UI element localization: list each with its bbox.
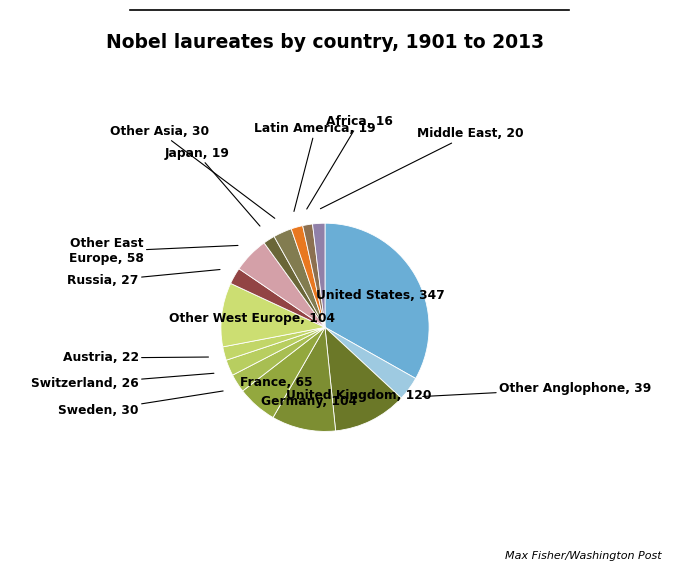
- Text: United States, 347: United States, 347: [316, 289, 445, 302]
- Wedge shape: [303, 224, 325, 327]
- Text: Max Fisher/Washington Post: Max Fisher/Washington Post: [505, 552, 662, 562]
- Text: Austria, 22: Austria, 22: [63, 352, 209, 365]
- Wedge shape: [239, 243, 325, 327]
- Text: Africa, 16: Africa, 16: [307, 115, 393, 209]
- Text: Switzerland, 26: Switzerland, 26: [31, 373, 214, 390]
- Text: Japan, 19: Japan, 19: [164, 147, 260, 226]
- Wedge shape: [226, 327, 325, 375]
- Text: Other Asia, 30: Other Asia, 30: [110, 125, 275, 218]
- Text: Other West Europe, 104: Other West Europe, 104: [169, 312, 335, 325]
- Wedge shape: [312, 223, 325, 327]
- Text: Germany, 104: Germany, 104: [261, 395, 357, 408]
- Wedge shape: [223, 327, 325, 360]
- Text: Sweden, 30: Sweden, 30: [59, 391, 223, 417]
- Wedge shape: [325, 327, 401, 431]
- Wedge shape: [264, 236, 325, 327]
- Text: Latin America, 19: Latin America, 19: [254, 123, 376, 211]
- Wedge shape: [243, 327, 325, 417]
- Text: Other Anglophone, 39: Other Anglophone, 39: [423, 382, 651, 396]
- Text: France, 65: France, 65: [240, 376, 313, 389]
- Wedge shape: [325, 223, 429, 378]
- Text: Other East
Europe, 58: Other East Europe, 58: [69, 237, 238, 265]
- Wedge shape: [325, 327, 415, 398]
- Wedge shape: [274, 229, 325, 327]
- Wedge shape: [231, 269, 325, 327]
- Text: Middle East, 20: Middle East, 20: [321, 127, 524, 208]
- Title: Nobel laureates by country, 1901 to 2013: Nobel laureates by country, 1901 to 2013: [106, 33, 544, 52]
- Wedge shape: [233, 327, 325, 391]
- Wedge shape: [221, 283, 325, 347]
- Wedge shape: [273, 327, 336, 432]
- Wedge shape: [291, 225, 325, 327]
- Text: United Kingdom, 120: United Kingdom, 120: [286, 389, 432, 402]
- Text: Russia, 27: Russia, 27: [68, 269, 220, 287]
